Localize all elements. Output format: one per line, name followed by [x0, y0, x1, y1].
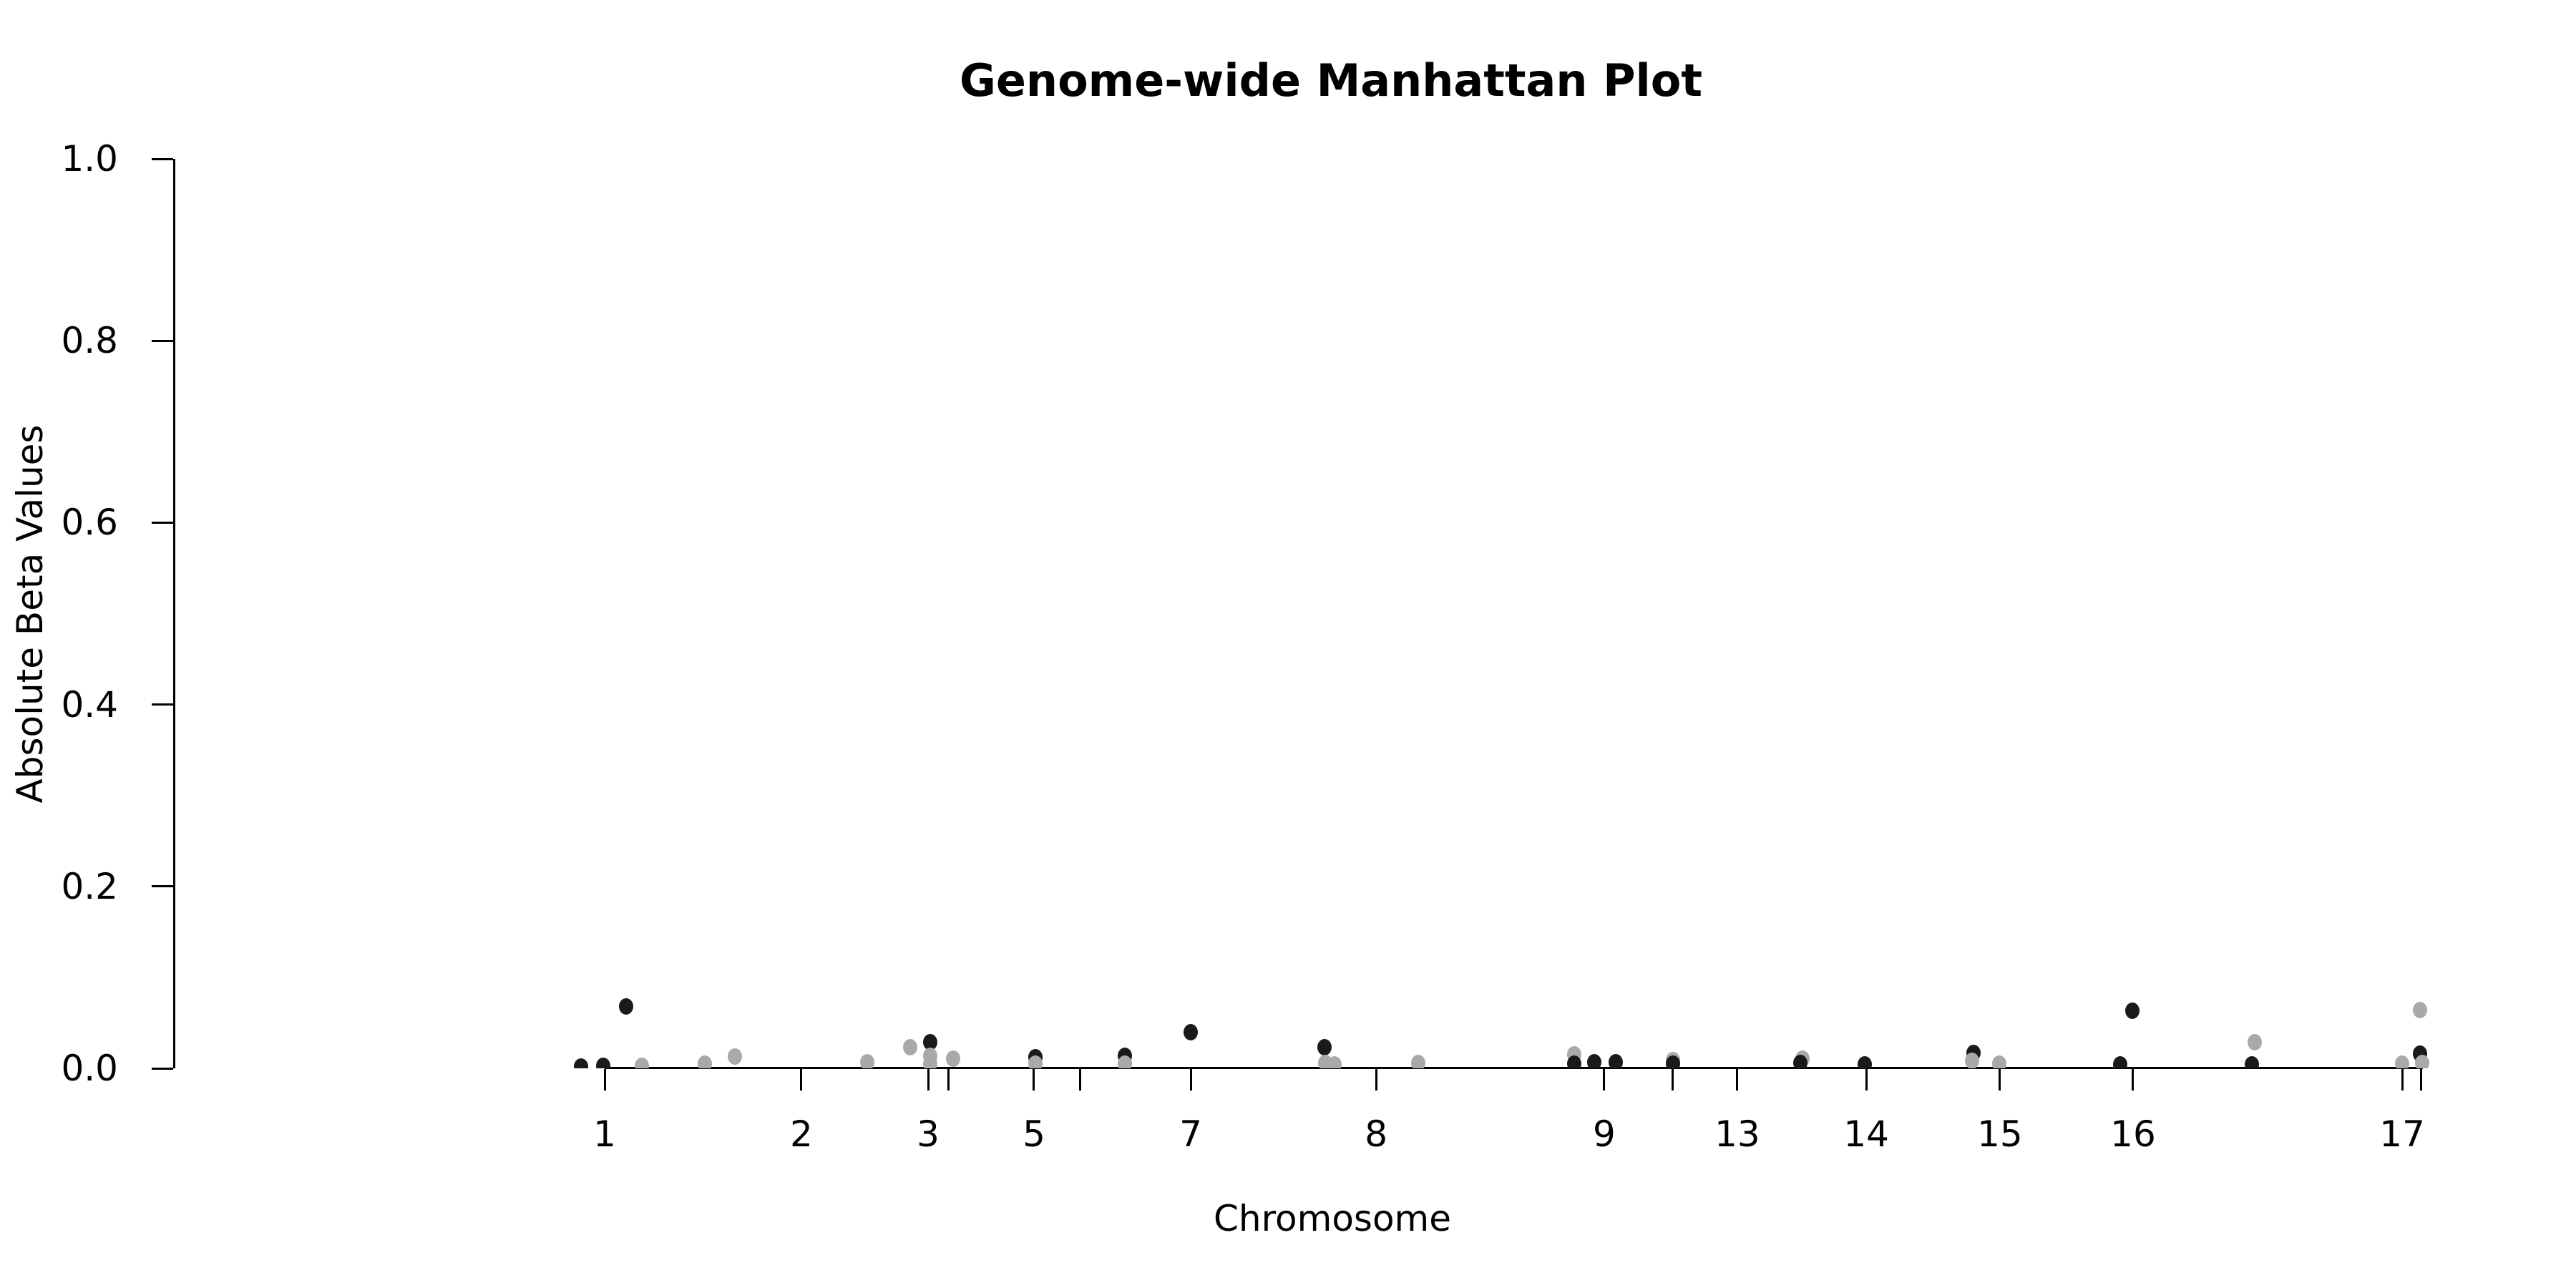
data-point	[859, 1053, 874, 1068]
data-point	[1117, 1055, 1132, 1068]
data-point	[1965, 1053, 1980, 1068]
y-tick	[152, 521, 173, 524]
data-point	[1184, 1023, 1198, 1040]
x-tick	[1603, 1069, 1606, 1091]
x-tick	[1999, 1069, 2001, 1091]
data-point	[1028, 1055, 1043, 1068]
data-point	[1858, 1056, 1873, 1068]
data-point	[2248, 1033, 2263, 1050]
y-tick-label: 0.0	[61, 1048, 118, 1089]
x-tick-label: 5	[1023, 1113, 1045, 1155]
data-point	[1608, 1053, 1623, 1068]
data-point	[2244, 1056, 2259, 1068]
x-tick	[1079, 1069, 1082, 1091]
data-point	[1586, 1053, 1601, 1068]
y-axis-line	[173, 159, 175, 1068]
x-tick	[1375, 1069, 1377, 1091]
x-tick-label: 3	[917, 1113, 940, 1155]
data-point	[2415, 1054, 2430, 1068]
data-point	[635, 1057, 650, 1068]
x-tick	[1672, 1069, 1674, 1091]
x-tick	[2132, 1069, 2135, 1091]
data-point	[1327, 1056, 1342, 1068]
data-point	[1567, 1055, 1582, 1068]
x-tick	[2401, 1069, 2404, 1091]
data-point	[1411, 1054, 1426, 1068]
x-tick-label: 8	[1365, 1113, 1388, 1155]
x-tick	[1865, 1069, 1868, 1091]
y-tick-label: 1.0	[61, 138, 118, 180]
y-tick-label: 0.4	[61, 683, 118, 726]
data-point	[946, 1050, 961, 1067]
data-point	[1665, 1055, 1680, 1068]
x-tick-label: 14	[1843, 1113, 1889, 1155]
x-tick-label: 1	[593, 1113, 616, 1155]
data-point	[727, 1048, 742, 1065]
y-tick	[152, 1067, 173, 1070]
data-point	[1992, 1055, 2007, 1068]
data-point	[1793, 1054, 1808, 1068]
data-point	[2412, 1002, 2427, 1019]
x-tick	[603, 1069, 606, 1091]
y-tick	[152, 339, 173, 342]
x-axis-line	[605, 1067, 2423, 1069]
data-point	[574, 1058, 588, 1068]
plot-area	[175, 86, 2569, 1068]
data-point	[2124, 1002, 2140, 1020]
data-point	[923, 1055, 938, 1068]
x-tick-label: 9	[1593, 1113, 1616, 1155]
data-point	[923, 1033, 938, 1050]
x-tick	[2419, 1069, 2422, 1091]
x-axis-title: Chromosome	[1213, 1198, 1452, 1239]
x-tick	[1736, 1069, 1739, 1091]
data-point	[698, 1055, 713, 1068]
y-tick	[152, 157, 173, 160]
x-tick-label: 15	[1977, 1113, 2023, 1155]
x-tick-label: 17	[2379, 1113, 2425, 1155]
x-tick-label: 2	[789, 1113, 813, 1155]
y-tick-label: 0.6	[61, 502, 118, 544]
x-tick	[1033, 1069, 1035, 1091]
x-tick-label: 13	[1714, 1113, 1760, 1155]
y-tick-label: 0.8	[61, 320, 118, 362]
x-tick-label: 7	[1179, 1113, 1202, 1155]
data-point	[595, 1057, 610, 1068]
data-point	[902, 1039, 917, 1056]
y-tick-label: 0.2	[61, 865, 118, 907]
x-tick	[1189, 1069, 1192, 1091]
data-point	[618, 998, 633, 1015]
chart-title: Genome-wide Manhattan Plot	[959, 54, 1702, 107]
x-tick	[800, 1069, 803, 1091]
data-point	[2395, 1055, 2410, 1068]
x-tick	[947, 1069, 950, 1091]
data-point	[2112, 1056, 2127, 1068]
y-tick	[152, 703, 173, 706]
x-tick-label: 16	[2110, 1113, 2156, 1155]
y-tick	[152, 885, 173, 888]
x-tick	[927, 1069, 930, 1091]
data-point	[1317, 1039, 1332, 1056]
